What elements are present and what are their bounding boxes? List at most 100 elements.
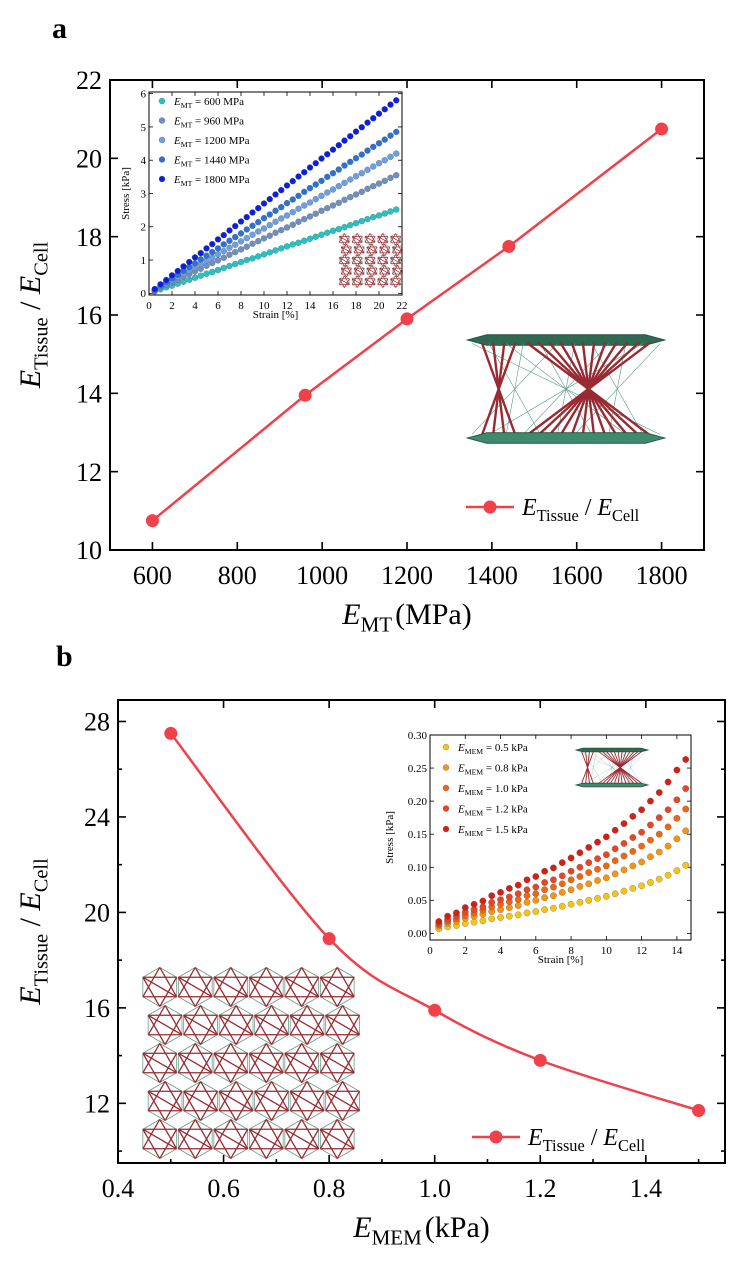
inset-data-point	[682, 756, 690, 763]
cell-strut	[142, 1128, 161, 1159]
inset-data-point	[295, 173, 302, 180]
cell-strut	[390, 236, 401, 243]
inset-data-point	[381, 177, 388, 185]
main-chart-a: 600 800 1000 1200 1400 1600 180010121416182022…	[14, 66, 705, 637]
inset-legend-label: EMEM = 1.0 kPa	[457, 783, 528, 797]
inset-data-point	[387, 208, 394, 215]
inset-data-point	[312, 196, 319, 203]
y-tick-label: 20	[76, 144, 102, 173]
plot-frame	[429, 734, 692, 941]
inset-data-point	[444, 912, 451, 920]
inset-data-point	[232, 222, 239, 230]
inset-data-point	[647, 879, 654, 886]
inset-data-point	[682, 861, 690, 869]
cell-strut	[351, 257, 363, 264]
cell-strut	[218, 1014, 237, 1045]
inset-data-point	[174, 267, 181, 275]
inset-data-point	[220, 264, 227, 272]
inset-legend-marker	[158, 175, 166, 183]
inset-data-point	[532, 908, 540, 915]
x-tick-label: 1200	[381, 561, 433, 590]
inset-data-point	[364, 119, 371, 126]
cell-strut	[249, 1128, 284, 1150]
inset-data-point	[620, 866, 628, 874]
inset-legend-label: EMEM = 1.2 kPa	[457, 804, 528, 818]
y-tick-label: 10	[76, 536, 102, 565]
plate	[574, 747, 650, 753]
inset-data-point	[576, 863, 584, 871]
inset-data-point	[237, 246, 245, 253]
inset-data-point	[352, 173, 360, 180]
inset-data-point	[289, 208, 296, 216]
inset-data-point	[306, 164, 314, 171]
inset-data-point	[673, 814, 681, 822]
inset-data-point	[214, 266, 222, 274]
cell-strut	[377, 278, 384, 288]
inset-series	[151, 206, 400, 295]
inset-data-point	[620, 840, 628, 847]
inset-data-point	[260, 214, 268, 222]
cell-strut	[390, 236, 396, 246]
inset-data-point	[550, 892, 557, 900]
thin-filament	[574, 343, 661, 435]
inset-data-point	[220, 254, 227, 261]
cell-strut	[213, 976, 232, 1007]
inset-data-point	[347, 158, 354, 166]
inset-data-point	[214, 245, 222, 252]
inset-legend-marker	[442, 764, 450, 771]
inset-data-point	[664, 842, 672, 850]
cell-strut	[366, 246, 373, 256]
inset-data-point	[506, 904, 513, 911]
inset-data-point	[453, 909, 460, 917]
inset-data-point	[523, 909, 531, 917]
cell-strut	[159, 967, 178, 998]
y-tick-label: 0.10	[408, 862, 428, 874]
inset-y-axis-title: Stress [kPa]	[384, 811, 396, 864]
inset-data-point	[673, 766, 681, 774]
cell-strut	[200, 1005, 219, 1036]
x-tick-label: 0.8	[313, 1174, 346, 1203]
inset-data-point	[209, 240, 216, 248]
cell-strut	[249, 976, 284, 998]
inset-data-point	[318, 192, 325, 199]
y-tick-label: 0.30	[408, 730, 428, 742]
cell-strut	[371, 265, 378, 275]
inset-data-point	[594, 894, 601, 902]
cell-strut	[366, 246, 378, 254]
cell-strut	[147, 1090, 183, 1112]
inset-data-point	[260, 235, 268, 242]
inset-data-point	[278, 245, 285, 252]
y-tick-label: 3	[141, 188, 147, 200]
inset-data-point	[585, 896, 593, 904]
inset-data-point	[541, 879, 548, 886]
inset-data-point	[611, 870, 619, 878]
inset-data-point	[312, 181, 319, 188]
inset-data-point	[203, 245, 210, 252]
inset-data-point	[324, 173, 331, 181]
data-point	[145, 514, 159, 528]
x-axis-title: EMT (MPa)	[341, 598, 471, 637]
inset-data-point	[381, 210, 388, 217]
inset-data-point	[209, 254, 216, 261]
inset-data-point	[341, 223, 348, 231]
inset-data-point	[324, 229, 331, 236]
inset-data-point	[541, 867, 548, 875]
x-tick-label: 600	[133, 561, 172, 590]
cell-strut	[213, 1052, 232, 1083]
cell-strut	[339, 278, 350, 285]
inset-data-point	[682, 805, 690, 813]
inset-data-point	[541, 894, 548, 902]
data-point	[692, 1103, 706, 1117]
inset-series	[435, 785, 690, 927]
data-point	[322, 932, 336, 946]
cell-strut	[218, 1014, 254, 1036]
inset-data-point	[266, 221, 273, 229]
inset-data-point	[387, 174, 394, 182]
inset-data-point	[576, 849, 584, 857]
inset-data-point	[375, 110, 383, 117]
cell-strut	[183, 1014, 202, 1045]
cell-strut	[382, 275, 389, 285]
inset-data-point	[558, 889, 566, 896]
inset-data-point	[664, 778, 672, 786]
x-tick-label: 12	[636, 945, 647, 957]
